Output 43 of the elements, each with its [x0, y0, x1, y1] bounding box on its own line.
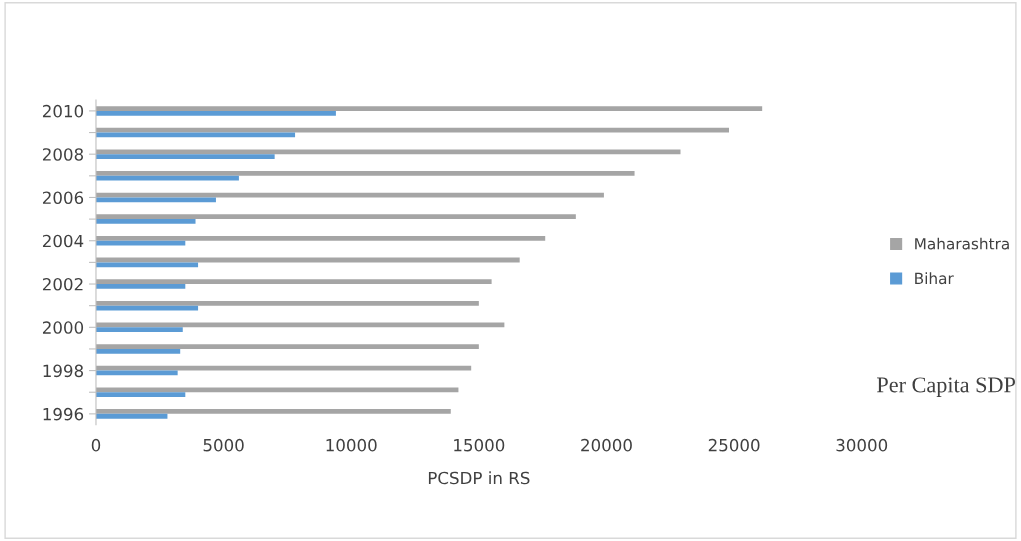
bar	[95, 365, 472, 371]
x-tick-label: 10000	[326, 438, 377, 452]
bar	[95, 197, 216, 203]
legend-label: Bihar	[915, 272, 954, 285]
y-tick-label: 1998	[43, 364, 84, 378]
bar	[95, 240, 186, 246]
bar	[95, 392, 186, 397]
y-tick-label: 1996	[43, 407, 84, 421]
bar	[95, 344, 479, 349]
bar	[95, 175, 239, 181]
x-tick-label: 20000	[581, 438, 632, 452]
legend-label: Maharashtra	[915, 237, 1009, 250]
x-tick-label: 25000	[708, 438, 760, 452]
bar	[95, 284, 186, 289]
x-tick-label: 0	[91, 438, 101, 452]
x-axis-title: PCSDP in RS	[428, 471, 530, 485]
bar	[95, 409, 451, 414]
bar	[95, 214, 576, 220]
y-tick-label: 2000	[42, 321, 84, 334]
y-tick-label: 2010	[42, 104, 84, 118]
text: Per Capita SDP	[877, 377, 1016, 397]
bar	[95, 106, 763, 111]
y-tick-label: 2008	[42, 148, 84, 161]
bar	[95, 171, 635, 176]
x-tick-label: 30000	[836, 438, 888, 452]
bar	[95, 219, 196, 224]
y-tick-label: 2006	[42, 191, 84, 205]
bar	[95, 262, 199, 268]
y-tick-label: 2002	[42, 277, 83, 291]
bar	[95, 127, 729, 133]
bar	[95, 413, 168, 419]
bar	[95, 149, 681, 155]
bar	[95, 387, 459, 393]
bar	[95, 154, 275, 159]
bar	[95, 348, 181, 354]
bar	[95, 110, 336, 116]
bar	[95, 300, 479, 306]
x-tick-label: 15000	[454, 438, 505, 452]
bar	[95, 279, 492, 285]
bar	[95, 235, 546, 241]
bar	[95, 327, 183, 333]
y-tick-label: 2004	[42, 234, 84, 248]
x-tick-label: 5000	[203, 438, 244, 452]
